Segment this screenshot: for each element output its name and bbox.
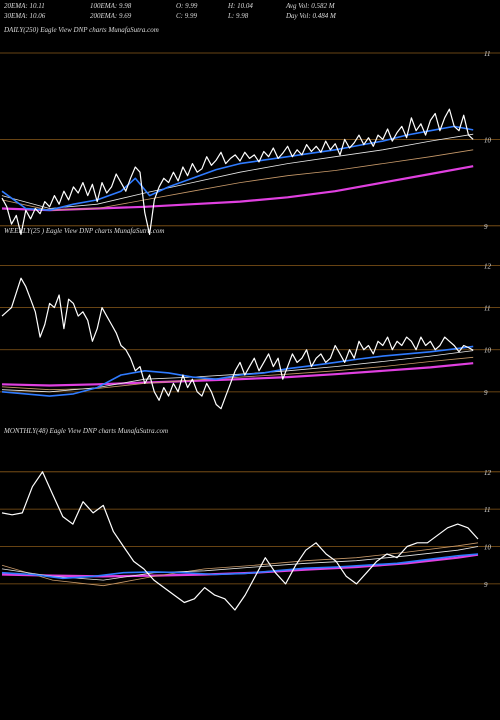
- series-ema-mid-2: [1, 546, 479, 581]
- series-price-2: [1, 471, 479, 611]
- ytick-label-2-10: 10: [484, 544, 492, 552]
- header-dayvol: Day Vol: 0.484 M: [286, 12, 336, 20]
- panel-label-2: MONTHLY(48) Eagle View DNP charts Munafa…: [3, 427, 168, 435]
- series-ema-fast-2: [1, 553, 479, 580]
- panel-label-1: WEEKLY(25 ) Eagle View DNP charts Munafa…: [4, 227, 164, 235]
- chart-panel-2: 9 10 11 12 MONTHLY(48) Eagle View DNP charts…: [0, 427, 500, 611]
- series-ema-long-1: [1, 362, 474, 387]
- header-ema100: 100EMA: 9.98: [90, 2, 132, 10]
- ytick-label-2-11: 11: [484, 506, 490, 514]
- chart-panel-0: 9 10 11 DAILY(250) Eagle View DNP charts Mu…: [0, 26, 500, 235]
- ytick-label-1-12: 12: [484, 263, 492, 271]
- header-ema20: 20EMA: 10.11: [4, 2, 45, 10]
- header-ema200: 200EMA: 9.69: [90, 12, 132, 20]
- header-low: L: 9.98: [228, 12, 249, 20]
- header-high: H: 10.04: [228, 2, 253, 10]
- ytick-label-2-12: 12: [484, 469, 492, 477]
- series-ema-fast-1: [1, 345, 474, 397]
- series-price-1: [1, 277, 474, 410]
- header-avgvol: Avg Vol: 0.582 M: [286, 2, 335, 10]
- ytick-label-1-9: 9: [484, 389, 488, 397]
- ytick-label-1-10: 10: [484, 347, 492, 355]
- header-ema30: 30EMA: 10.06: [4, 12, 46, 20]
- series-ema-fast-0: [1, 125, 474, 211]
- panel-label-0: DAILY(250) Eagle View DNP charts MunafaS…: [3, 26, 159, 34]
- series-ema-mid-0: [1, 133, 474, 209]
- ytick-label-1-11: 11: [484, 305, 490, 313]
- header-open: O: 9.99: [176, 2, 198, 10]
- series-price-0: [1, 108, 474, 235]
- ytick-label-0-11: 11: [484, 50, 490, 58]
- header-close: C: 9.99: [176, 12, 197, 20]
- ytick-label-0-9: 9: [484, 223, 488, 231]
- chart-panel-1: 9 10 11 12 WEEKLY(25 ) Eagle View DNP charts…: [0, 227, 500, 410]
- series-ema-slow-0: [1, 149, 474, 211]
- ytick-label-2-9: 9: [484, 581, 488, 589]
- series-ema-slow-2: [1, 542, 479, 587]
- ytick-label-0-10: 10: [484, 136, 492, 144]
